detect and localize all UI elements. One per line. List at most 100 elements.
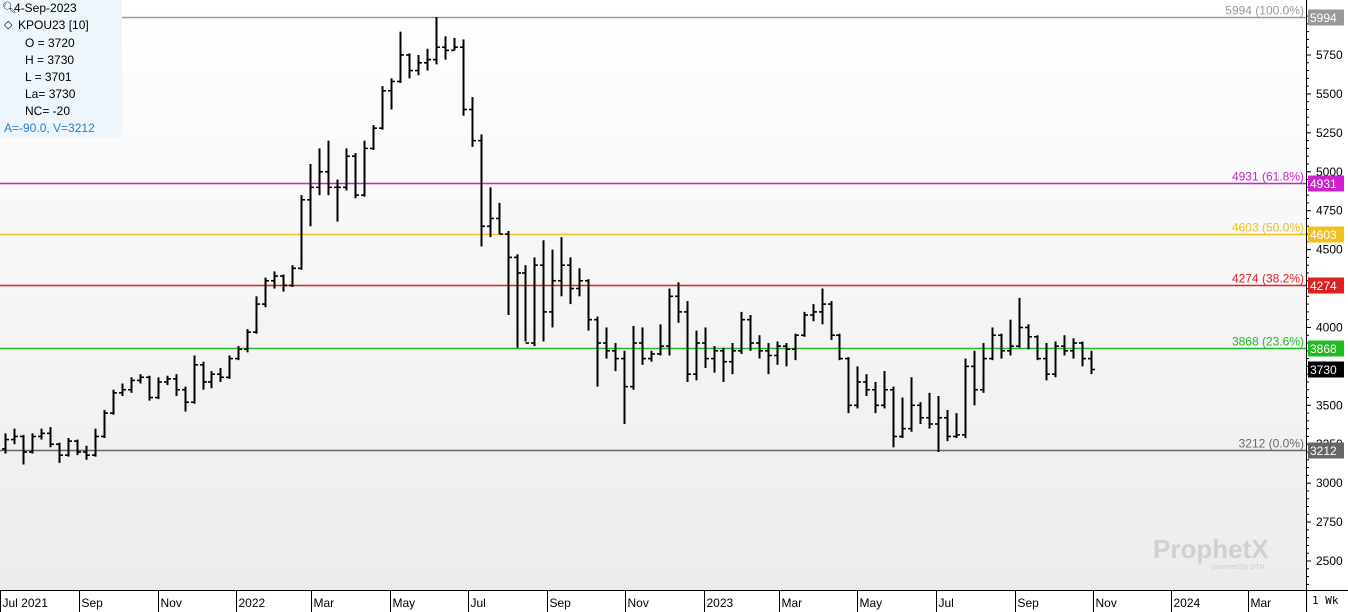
- ohlc-bar: [567, 257, 574, 305]
- ohlc-bar: [110, 389, 117, 415]
- fib-label: 3868 (23.6%): [1232, 335, 1304, 349]
- ohlc-bar: [406, 53, 413, 79]
- info-last: La= 3730: [25, 87, 76, 101]
- x-tick-label: May: [860, 596, 883, 610]
- fib-levels: 5994 (100.0%) 4931 (61.8%) 4603 (50.0%) 427…: [0, 4, 1306, 452]
- ohlc-bar: [917, 402, 924, 424]
- ohlc-bar: [235, 346, 242, 361]
- last-price-tag: [1308, 361, 1344, 378]
- info-net-change: NC= -20: [25, 104, 71, 118]
- period-label: 1 Wk: [1312, 594, 1339, 607]
- ohlc-bar: [469, 97, 476, 147]
- x-tick-label: Nov: [161, 596, 182, 610]
- fib-price-tag: [1308, 9, 1344, 26]
- x-tick-label: 2022: [239, 596, 266, 610]
- ohlc-bar: [666, 288, 673, 356]
- x-tick-label: Mar: [782, 596, 803, 610]
- ohlc-bar: [872, 381, 879, 414]
- ohlc-bar: [935, 395, 942, 453]
- x-tick-label: Jul: [939, 596, 954, 610]
- ohlc-bar: [1079, 341, 1086, 367]
- ohlc-bar: [253, 296, 260, 334]
- fib-label: 4603 (50.0%): [1232, 221, 1304, 235]
- ohlc-bar: [379, 86, 386, 130]
- ohlc-bar: [289, 265, 296, 287]
- x-tick-label: 2023: [707, 596, 734, 610]
- x-tick-label: Nov: [1096, 596, 1117, 610]
- ohlc-bar: [352, 153, 359, 199]
- ohlc-bar: [262, 277, 269, 308]
- ohlc-bar: [397, 31, 404, 84]
- ohlc-bar: [325, 140, 332, 196]
- ohlc-bar: [11, 428, 18, 445]
- fib-price-tag: [1308, 340, 1344, 357]
- info-low: L = 3701: [25, 70, 72, 84]
- ohlc-bar: [244, 329, 251, 353]
- ohlc-bar: [585, 279, 592, 331]
- ohlc-bar: [1007, 319, 1014, 356]
- ohlc-bar: [810, 304, 817, 322]
- fib-price-tag: [1308, 226, 1344, 243]
- ohlc-bar: [208, 371, 215, 389]
- ohlc-bar: [801, 311, 808, 337]
- ohlc-bar: [316, 148, 323, 196]
- ohlc-bar: [531, 257, 538, 347]
- ohlc-bar: [989, 327, 996, 361]
- ohlc-bar: [836, 333, 843, 361]
- fib-price-tag-text: 3868: [1310, 342, 1337, 356]
- y-tick-label: 4500: [1316, 243, 1343, 257]
- ohlc-bar: [388, 78, 395, 110]
- ohlc-bar: [200, 361, 207, 390]
- diamond-icon: ◇: [4, 19, 13, 31]
- ohlc-bar: [164, 375, 171, 386]
- ohlc-bar: [38, 428, 45, 440]
- ohlc-bar: [828, 300, 835, 340]
- ohlc-bar: [854, 366, 861, 409]
- ohlc-bar: [684, 300, 691, 382]
- ohlc-bar: [101, 409, 108, 439]
- x-tick-label: Jul 2021: [3, 596, 49, 610]
- fib-price-tag: [1308, 277, 1344, 294]
- ohlc-bar: [307, 163, 314, 227]
- fib-price-tag-text: 4603: [1310, 228, 1337, 242]
- fib-price-tag-text: 5994: [1310, 11, 1337, 25]
- ohlc-bar: [217, 367, 224, 382]
- x-axis: Jul 2021 Sep Nov 2022 Mar May Jul Sep Nov 2023 Mar…: [0, 590, 1348, 612]
- info-av: A=-90.0, V=3212: [4, 121, 95, 135]
- magnifier-icon[interactable]: 🔍︎: [2, 2, 16, 14]
- ohlc-bar: [83, 445, 90, 460]
- ohlc-bar: [738, 311, 745, 354]
- info-open: O = 3720: [25, 36, 75, 50]
- ohlc-bar: [953, 413, 960, 439]
- ohlc-bar: [998, 333, 1005, 359]
- y-tick-label: 4000: [1316, 320, 1343, 334]
- price-bars: [2, 17, 1095, 465]
- ohlc-bar: [370, 125, 377, 150]
- ohlc-bar: [182, 386, 189, 412]
- y-tick-label: 5250: [1316, 126, 1343, 140]
- y-tick-label: 5750: [1316, 48, 1343, 62]
- ohlc-bar: [756, 335, 763, 359]
- ohlc-bar: [505, 230, 512, 316]
- y-tick-label: 3500: [1316, 398, 1343, 412]
- ohlc-bar: [226, 355, 233, 379]
- ohlc-bar: [639, 327, 646, 365]
- ohlc-bar: [514, 254, 521, 348]
- x-tick-label: Mar: [314, 596, 335, 610]
- ohlc-bar: [540, 240, 547, 342]
- ohlc-bar: [747, 315, 754, 351]
- ohlc-bar: [549, 249, 556, 328]
- ohlc-bar: [2, 433, 9, 454]
- ohlc-bar: [962, 358, 969, 439]
- ohlc-bar: [648, 350, 655, 362]
- fib-price-tag-text: 4931: [1310, 177, 1337, 191]
- ohlc-bar: [621, 350, 628, 424]
- ohlc-bar: [47, 427, 54, 448]
- ohlc-bar: [173, 374, 180, 396]
- ohlc-bar: [20, 434, 27, 465]
- x-tick-label: May: [393, 596, 416, 610]
- x-tick-label: Sep: [82, 596, 104, 610]
- fib-label: 5994 (100.0%): [1225, 4, 1304, 18]
- ohlc-bar: [819, 288, 826, 325]
- ohlc-bar: [971, 350, 978, 406]
